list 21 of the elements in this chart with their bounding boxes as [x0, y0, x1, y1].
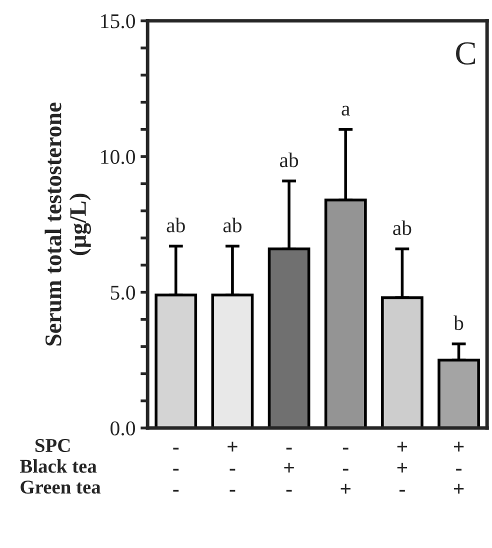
annotation: ab — [166, 218, 185, 232]
annotation: ab — [280, 152, 298, 168]
x-tick-label: - - - — [173, 448, 179, 492]
y-tick-label: 15.0 — [101, 14, 135, 28]
text: SPC — [35, 438, 70, 452]
x-tick-label: - - + — [340, 448, 350, 494]
y-tick-label: 5.0 — [110, 286, 135, 300]
annotation: b — [454, 315, 464, 330]
x-tick-label: - + - — [284, 448, 294, 492]
annotation: a — [342, 106, 350, 116]
text: Black tea — [20, 459, 97, 473]
x-tick-label: + + - — [397, 442, 408, 492]
annotation: ab — [393, 220, 412, 236]
x-tick-label: + - + — [454, 442, 464, 494]
annotation: C — [456, 42, 476, 65]
y-tick-label: 0.0 — [110, 421, 135, 436]
annotation: ab — [223, 218, 242, 232]
text: Green tea — [20, 480, 101, 494]
y-axis-title: Serum total testosterone (µg/L) — [44, 102, 92, 346]
x-tick-label: + - - — [228, 442, 238, 492]
y-tick-label: 10.0 — [101, 150, 135, 164]
